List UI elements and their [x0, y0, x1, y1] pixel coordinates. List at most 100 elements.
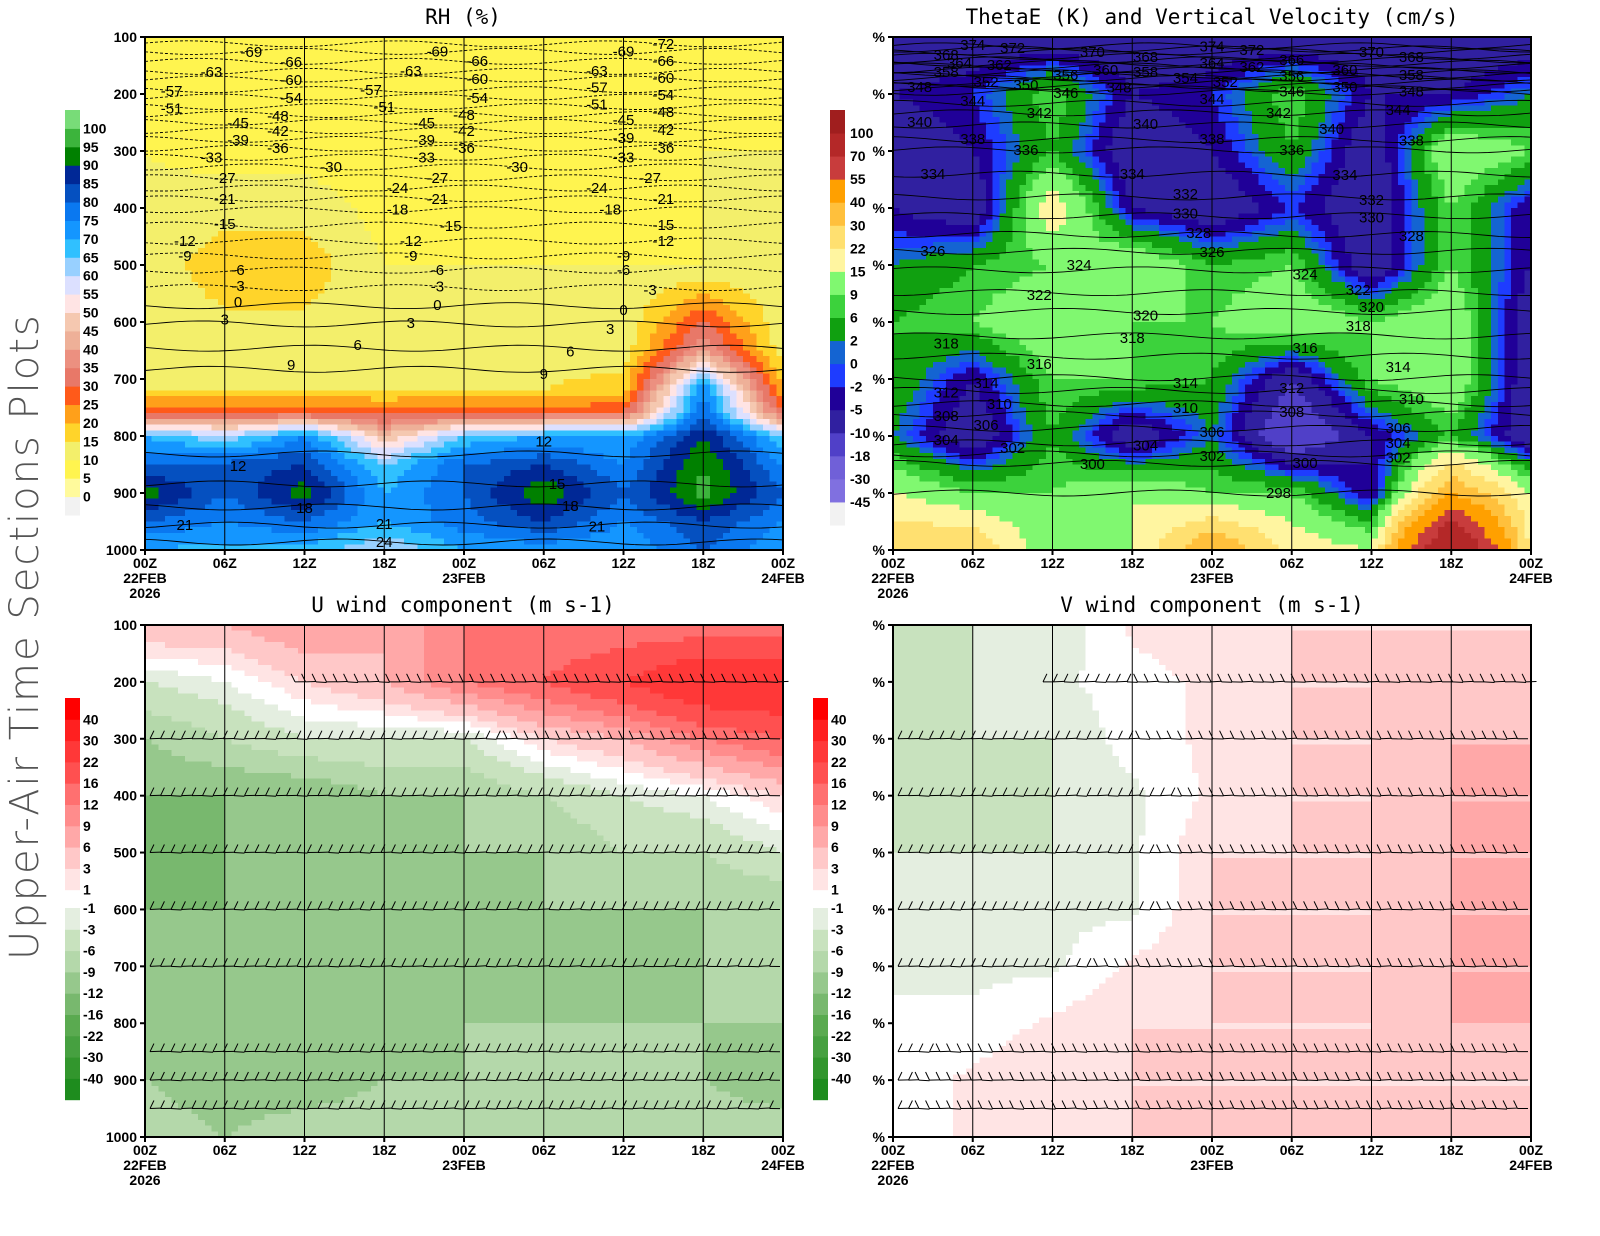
field-cell: [1331, 247, 1346, 255]
field-cell: [959, 464, 994, 471]
field-cell: [1497, 379, 1506, 386]
colorbar-label: 40: [83, 341, 99, 357]
field-cell: [257, 447, 319, 454]
field-cell: [1437, 168, 1486, 175]
wind-barb-feather: [307, 730, 312, 739]
field-cell: [716, 413, 724, 420]
field-cell: [1079, 179, 1100, 186]
wind-barb-staff: [202, 795, 214, 797]
field-cell: [1517, 327, 1532, 334]
wind-barb-staff: [265, 908, 277, 911]
field-cell: [397, 475, 432, 483]
field-cell: [736, 367, 751, 374]
field-cell: [390, 487, 425, 494]
wind-barb-feather: [223, 1100, 228, 1109]
wind-barb-feather: [527, 901, 533, 910]
field-cell: [1225, 94, 1246, 101]
field-cell: [311, 413, 545, 420]
field-cell: [1491, 310, 1499, 317]
field-cell: [986, 458, 1007, 466]
field-cell: [1504, 361, 1519, 369]
field-cell: [450, 424, 545, 431]
field-cell: [224, 835, 465, 842]
wind-barb-staff: [758, 908, 770, 910]
field-cell: [1165, 532, 1200, 540]
field-cell: [1511, 493, 1532, 500]
field-cell: [1437, 162, 1499, 169]
field-cell: [1344, 282, 1353, 289]
field-cell: [1424, 464, 1446, 471]
field-cell: [756, 413, 764, 420]
field-cell: [893, 670, 974, 677]
field-cell: [317, 755, 498, 763]
field-cell: [1437, 247, 1472, 255]
field-cell: [1431, 538, 1479, 545]
field-cell: [1338, 88, 1353, 95]
field-cell: [1504, 527, 1519, 534]
contour-label: 314: [1386, 359, 1411, 376]
field-cell: [457, 527, 532, 534]
contour-label: 346: [1053, 85, 1078, 102]
field-cell: [291, 504, 312, 511]
colorbar-label: 85: [83, 176, 99, 192]
field-cell: [464, 653, 591, 660]
field-cell: [1118, 168, 1226, 175]
field-cell: [670, 504, 698, 511]
field-cell: [1477, 322, 1492, 329]
wind-barb-staff: [265, 852, 277, 854]
wind-barb-feather: [716, 1100, 722, 1109]
field-cell: [1012, 282, 1187, 289]
wind-barb-feather: [464, 1100, 470, 1109]
field-cell: [893, 453, 901, 460]
field-cell: [663, 384, 671, 391]
colorbar-box: [830, 225, 845, 249]
field-cell: [1424, 441, 1439, 448]
y-tick-label: 800: [114, 428, 138, 444]
field-cell: [1258, 219, 1286, 226]
field-cell: [1504, 82, 1532, 89]
wind-barb-staff: [506, 1107, 518, 1110]
field-cell: [145, 538, 319, 545]
wind-barb-feather: [170, 958, 176, 967]
field-cell: [297, 676, 385, 683]
contour-label: -39: [413, 132, 435, 149]
field-cell: [1005, 99, 1034, 106]
field-cell: [590, 693, 664, 700]
field-cell: [1245, 396, 1260, 403]
colorbar-label: -30: [850, 471, 870, 487]
field-cell: [709, 390, 718, 397]
wind-barb-feather: [265, 1071, 270, 1081]
field-cell: [1338, 475, 1379, 483]
field-cell: [1005, 185, 1020, 192]
field-cell: [464, 846, 618, 854]
field-cell: [630, 447, 651, 454]
field-cell: [1504, 242, 1512, 249]
field-cell: [145, 373, 591, 380]
field-cell: [1451, 761, 1532, 768]
wind-barb-feather: [752, 673, 758, 683]
field-cell: [979, 384, 994, 391]
wind-barb-feather: [695, 844, 701, 853]
field-cell: [1358, 413, 1373, 420]
field-cell: [1072, 76, 1087, 84]
field-cell: [1125, 111, 1173, 118]
field-cell: [643, 379, 651, 386]
field-cell: [191, 270, 332, 277]
field-cell: [1012, 396, 1020, 403]
field-cell: [204, 727, 286, 734]
field-cell: [670, 310, 691, 317]
wind-barb-feather: [374, 673, 380, 683]
field-cell: [1517, 532, 1525, 540]
field-cell: [384, 659, 425, 666]
wind-barb-feather: [559, 1100, 564, 1109]
field-cell: [1504, 299, 1519, 306]
wind-barb-staff: [727, 1079, 739, 1081]
field-cell: [1497, 367, 1506, 374]
field-cell: [364, 498, 425, 505]
wind-barb-feather: [202, 787, 207, 796]
wind-barb-feather: [370, 787, 375, 796]
field-cell: [1245, 424, 1266, 431]
field-cell: [703, 213, 784, 220]
wind-barb-staff: [443, 1079, 455, 1081]
wind-barb-feather: [490, 673, 495, 683]
